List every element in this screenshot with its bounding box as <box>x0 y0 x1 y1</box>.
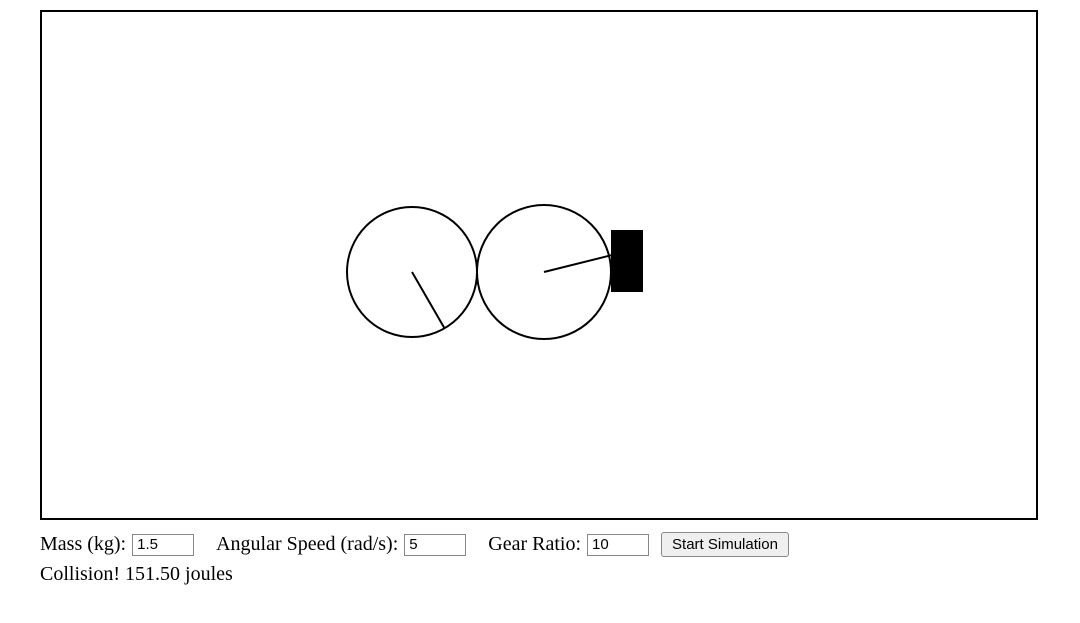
mass-input[interactable] <box>132 534 194 556</box>
start-simulation-button[interactable]: Start Simulation <box>661 532 789 557</box>
gear-left-radius-line <box>412 272 445 328</box>
angular-speed-input[interactable] <box>404 534 466 556</box>
status-text: Collision! 151.50 joules <box>40 563 1040 586</box>
gear-ratio-input[interactable] <box>587 534 649 556</box>
mass-label: Mass (kg): <box>40 533 126 556</box>
simulation-svg <box>42 12 1038 520</box>
gear-ratio-label: Gear Ratio: <box>488 533 581 556</box>
simulation-canvas <box>40 10 1038 520</box>
controls-bar: Mass (kg): Angular Speed (rad/s): Gear R… <box>40 532 1040 557</box>
gear-right-radius-line <box>544 255 612 272</box>
mass-block <box>611 230 643 292</box>
angular-speed-label: Angular Speed (rad/s): <box>216 533 398 556</box>
